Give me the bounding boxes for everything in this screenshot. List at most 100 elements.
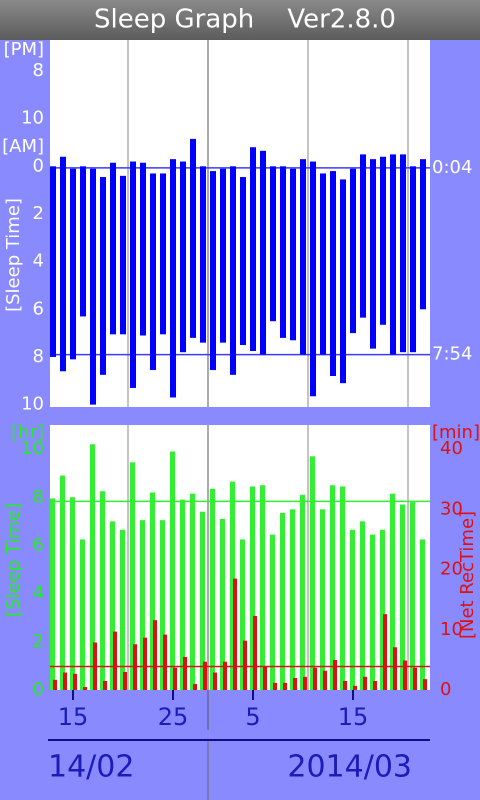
rec-time-bar bbox=[183, 656, 187, 690]
sleep-time-bar bbox=[260, 485, 265, 690]
y-tick-label: 2 bbox=[33, 203, 44, 224]
sleep-time-bar bbox=[100, 491, 105, 690]
sleep-bar bbox=[360, 154, 366, 318]
sleep-bar bbox=[270, 166, 276, 322]
sleep-time-bar bbox=[120, 529, 125, 690]
x-tick-label: 15 bbox=[338, 703, 369, 731]
sleep-time-bar bbox=[220, 518, 225, 690]
y-axis-label: [Sleep Time] bbox=[3, 503, 24, 617]
y-tick-label: 4 bbox=[33, 251, 44, 272]
sleep-time-bar bbox=[160, 520, 165, 690]
sleep-bar bbox=[310, 161, 316, 397]
sleep-time-bar bbox=[190, 493, 195, 690]
y-tick-label: 0 bbox=[33, 679, 44, 700]
sleep-time-bar bbox=[180, 499, 185, 690]
rec-time-bar bbox=[213, 672, 217, 690]
sleep-bar bbox=[390, 154, 396, 355]
rec-time-bar bbox=[333, 659, 337, 690]
rec-time-bar bbox=[83, 686, 87, 690]
sleep-bar bbox=[110, 162, 116, 335]
y-tick-label: 10 bbox=[21, 438, 44, 459]
y-tick-label: 8 bbox=[33, 60, 44, 81]
sleep-bar bbox=[170, 159, 176, 398]
x-tick-label: 25 bbox=[158, 703, 189, 731]
sleep-time-bar bbox=[250, 486, 255, 690]
rec-time-bar bbox=[73, 673, 77, 690]
sleep-time-bar bbox=[200, 511, 205, 690]
rec-time-bar bbox=[253, 615, 257, 690]
rec-time-bar bbox=[113, 631, 117, 690]
rec-time-bar bbox=[203, 661, 207, 690]
sleep-bar bbox=[250, 147, 256, 351]
y-unit: [hr] bbox=[11, 422, 44, 443]
sleep-bar bbox=[230, 166, 236, 375]
x-tick-label: 15 bbox=[58, 703, 89, 731]
sleep-bar bbox=[350, 168, 356, 334]
rec-time-bar bbox=[373, 680, 377, 690]
sleep-time-bar bbox=[350, 529, 355, 690]
rec-time-bar bbox=[223, 661, 227, 690]
rec-time-bar bbox=[393, 647, 397, 690]
sleep-time-bar bbox=[330, 485, 335, 690]
rec-time-bar bbox=[363, 676, 367, 690]
rec-time-bar bbox=[423, 679, 427, 690]
rec-time-bar bbox=[173, 667, 177, 690]
sleep-time-bar bbox=[60, 475, 65, 690]
rec-time-bar bbox=[353, 685, 357, 690]
rec-time-bar bbox=[273, 682, 277, 690]
rec-time-bar bbox=[233, 578, 237, 690]
sleep-bar bbox=[260, 150, 266, 355]
y-tick-label: 8 bbox=[33, 486, 44, 507]
sleep-bar bbox=[100, 177, 106, 375]
sleep-time-bar bbox=[110, 521, 115, 690]
rec-time-bar bbox=[283, 682, 287, 690]
y2-tick-label: 20 bbox=[440, 559, 463, 580]
sleep-time-bar bbox=[90, 444, 95, 690]
am-label: [AM] bbox=[2, 136, 44, 157]
y2-tick-label: 40 bbox=[440, 438, 463, 459]
month-label: 14/02 bbox=[48, 750, 134, 785]
rec-time-bar bbox=[323, 670, 327, 690]
sleep-time-bar bbox=[340, 486, 345, 690]
sleep-bar bbox=[160, 173, 166, 335]
sleep-bar bbox=[320, 173, 326, 355]
reference-label: 0:04 bbox=[432, 157, 472, 178]
rec-time-bar bbox=[403, 660, 407, 690]
x-tick-label: 5 bbox=[245, 703, 260, 731]
sleep-bar bbox=[70, 168, 76, 360]
rec-time-bar bbox=[243, 640, 247, 690]
rec-time-bar bbox=[63, 672, 67, 690]
sleep-time-bar bbox=[400, 504, 405, 690]
sleep-time-bar bbox=[150, 492, 155, 690]
sleep-bar bbox=[410, 166, 416, 353]
day-dividers bbox=[127, 40, 409, 800]
sleep-time-bar bbox=[410, 502, 415, 690]
sleep-bar bbox=[220, 168, 226, 343]
sleep-time-bar bbox=[280, 512, 285, 690]
sleep-bar bbox=[200, 166, 206, 343]
sleep-bar bbox=[50, 166, 56, 357]
app-title: Sleep Graph Ver2.8.0 bbox=[94, 5, 396, 35]
sleep-time-bar bbox=[320, 509, 325, 690]
sleep-bar bbox=[280, 166, 286, 338]
sleep-bar bbox=[60, 156, 66, 372]
month-label: 2014/03 bbox=[287, 750, 412, 785]
sleep-bar bbox=[340, 179, 346, 384]
sleep-bar bbox=[190, 138, 196, 338]
y2-tick-label: 0 bbox=[440, 679, 451, 700]
sleep-bar bbox=[420, 159, 426, 310]
rec-time-bar bbox=[123, 671, 127, 690]
sleep-time-bar bbox=[130, 462, 135, 690]
sleep-time-bar bbox=[370, 534, 375, 690]
pm-label: [PM] bbox=[4, 39, 44, 60]
sleep-time-bar bbox=[380, 529, 385, 690]
sleep-time-bar bbox=[270, 534, 275, 690]
sleep-time-bar bbox=[230, 481, 235, 690]
rec-time-bar bbox=[313, 667, 317, 690]
rec-time-bar bbox=[143, 637, 147, 690]
sleep-time-bar bbox=[140, 520, 145, 690]
title-bar bbox=[0, 0, 480, 40]
sleep-time-bar bbox=[390, 493, 395, 690]
